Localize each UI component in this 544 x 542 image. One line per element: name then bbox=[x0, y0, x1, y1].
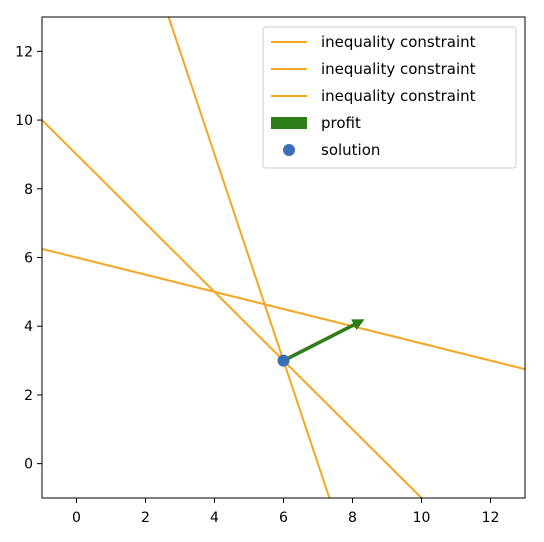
y-tick-label: 12 bbox=[15, 44, 33, 60]
y-tick-label: 10 bbox=[15, 113, 33, 129]
legend-entry-label: inequality constraint bbox=[321, 33, 476, 51]
x-tick-label: 2 bbox=[141, 510, 150, 526]
y-tick-label: 8 bbox=[24, 182, 33, 198]
legend-entry-label: solution bbox=[321, 141, 380, 159]
legend-entry-label: inequality constraint bbox=[321, 87, 476, 105]
x-tick-label: 4 bbox=[210, 510, 219, 526]
legend-profit-handle bbox=[271, 117, 307, 129]
constraint-line-2 bbox=[167, 17, 331, 498]
x-tick-label: 0 bbox=[72, 510, 81, 526]
legend-solution-handle bbox=[283, 144, 295, 156]
y-tick-label: 0 bbox=[24, 457, 33, 473]
constraint-line-3 bbox=[42, 247, 525, 371]
x-tick-label: 10 bbox=[413, 510, 431, 526]
y-tick-label: 2 bbox=[24, 388, 33, 404]
y-tick-label: 4 bbox=[24, 319, 33, 335]
y-axis: 0 2 4 6 8 10 12 bbox=[15, 44, 42, 473]
solution-point bbox=[277, 354, 290, 367]
y-tick-label: 6 bbox=[24, 251, 33, 267]
x-tick-label: 8 bbox=[348, 510, 357, 526]
legend-frame bbox=[262, 26, 517, 169]
x-tick-label: 6 bbox=[279, 510, 288, 526]
legend: inequality constraint inequality constrai… bbox=[262, 26, 517, 169]
legend-entry-label: inequality constraint bbox=[321, 60, 476, 78]
legend-entry-label: profit bbox=[321, 114, 361, 132]
point-layer bbox=[277, 319, 365, 367]
x-tick-label: 12 bbox=[482, 510, 500, 526]
profit-arrow bbox=[282, 319, 365, 363]
x-axis: 0 2 4 6 8 10 12 bbox=[72, 498, 499, 526]
